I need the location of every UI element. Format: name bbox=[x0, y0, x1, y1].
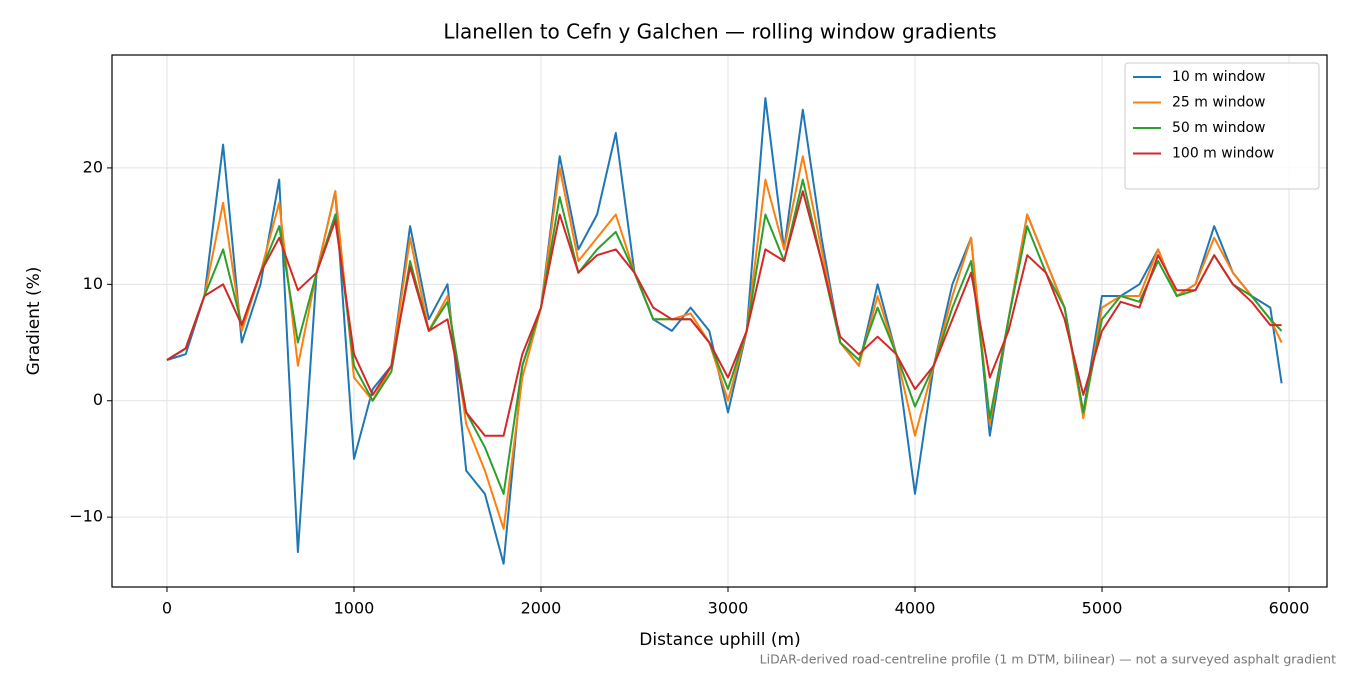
x-tick-label: 3000 bbox=[708, 599, 749, 618]
legend: 10 m window 25 m window 50 m window 100 m w… bbox=[1124, 62, 1320, 190]
y-tick-label: 20 bbox=[83, 157, 103, 176]
legend-box bbox=[1124, 62, 1320, 190]
data-line bbox=[166, 190, 1282, 437]
y-axis-label: Gradient (%) bbox=[24, 267, 44, 376]
y-tick-label: −10 bbox=[69, 507, 103, 526]
legend-label: 10 m window bbox=[1172, 69, 1265, 85]
x-tick-label: 4000 bbox=[895, 599, 936, 618]
legend-label: 50 m window bbox=[1172, 120, 1265, 136]
data-line bbox=[166, 97, 1283, 565]
legend-label: 25 m window bbox=[1172, 95, 1265, 111]
x-axis-label: Distance uphill (m) bbox=[639, 630, 800, 650]
y-tick-label: 0 bbox=[93, 390, 103, 409]
x-tick-label: 0 bbox=[162, 599, 172, 618]
plot-frame bbox=[111, 54, 1328, 588]
chart-title: Llanellen to Cefn y Galchen — rolling wi… bbox=[443, 20, 996, 44]
x-tick-label: 1000 bbox=[334, 599, 375, 618]
legend-label: 100 m window bbox=[1172, 146, 1274, 162]
y-tick-label: 10 bbox=[83, 274, 103, 293]
x-tick-label: 2000 bbox=[521, 599, 562, 618]
data-line bbox=[166, 178, 1283, 495]
x-tick-label: 5000 bbox=[1082, 599, 1123, 618]
data-line bbox=[166, 155, 1283, 530]
x-tick-label: 6000 bbox=[1269, 599, 1310, 618]
footnote: LiDAR-derived road-centreline profile (1… bbox=[760, 652, 1336, 667]
